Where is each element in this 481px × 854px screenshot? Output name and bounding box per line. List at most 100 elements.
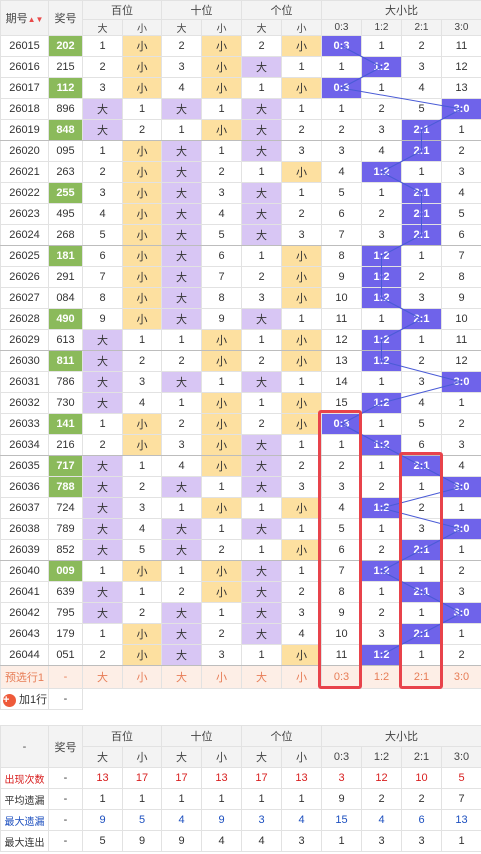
stats-value: 5: [82, 830, 123, 852]
stats-sub-header: 大: [161, 746, 202, 768]
digit-cell: 小: [122, 182, 162, 204]
ratio-miss: 1: [401, 161, 442, 183]
preselect-option[interactable]: 小: [281, 665, 322, 689]
digit-cell: 1: [82, 560, 123, 582]
preselect-option[interactable]: 大: [82, 665, 123, 689]
units-header: 个位: [241, 0, 322, 20]
stats-value: 9: [161, 830, 202, 852]
period-cell: 26038: [0, 518, 49, 540]
digit-cell: 大: [241, 224, 282, 246]
digit-cell: 大: [82, 581, 123, 603]
stats-row: 出现次数 -13 17 17 13 17 13 3 12 10 5: [0, 767, 481, 789]
digit-cell: 1: [161, 329, 202, 351]
digit-cell: 小: [281, 539, 322, 561]
digit-cell: 1: [241, 161, 282, 183]
digit-cell: 大: [241, 434, 282, 456]
digit-cell: 小: [201, 119, 242, 141]
preselect-option[interactable]: 1:2: [361, 665, 402, 689]
preselect-option[interactable]: 大: [161, 665, 202, 689]
ratio-miss: 2: [401, 35, 442, 57]
stats-value: 1: [82, 788, 123, 810]
digit-cell: 2: [122, 602, 162, 624]
period-cell: 26041: [0, 581, 49, 603]
ratio-hit: 2:1: [401, 308, 442, 330]
digit-cell: 2: [82, 56, 123, 78]
preselect-option[interactable]: 大: [241, 665, 282, 689]
table-row: 26037 724 大 3 1 小 1 小 4 1:2 2 1: [0, 497, 481, 519]
digit-cell: 大: [241, 308, 282, 330]
ratio-miss: 10: [321, 623, 362, 645]
preselect-row[interactable]: 预选行1- 大小大小大小 0:3 1:2 2:1 3:0: [0, 665, 481, 689]
stats-value: 9: [122, 830, 162, 852]
hundreds-header: 百位: [82, 0, 162, 20]
add-row-button[interactable]: + 加1行: [0, 688, 49, 710]
stats-value: 12: [361, 767, 402, 789]
ratio-hit: 2:1: [401, 140, 442, 162]
ratio-miss: 1: [401, 644, 442, 666]
period-cell: 26044: [0, 644, 49, 666]
award-number: 789: [48, 518, 83, 540]
digit-cell: 小: [281, 35, 322, 57]
digit-cell: 大: [241, 56, 282, 78]
award-number: 263: [48, 161, 83, 183]
stats-value: 3: [401, 830, 442, 852]
digit-cell: 2: [201, 161, 242, 183]
period-cell: 26024: [0, 224, 49, 246]
period-cell: 26025: [0, 245, 49, 267]
ratio-miss: 2: [361, 539, 402, 561]
ratio-miss: 3: [401, 287, 442, 309]
digit-cell: 大: [161, 539, 202, 561]
table-row: 26029 613 大 1 1 小 1 小 12 1:2 1 11: [0, 329, 481, 351]
period-cell: 26033: [0, 413, 49, 435]
stats-sub-header: 小: [122, 746, 162, 768]
sort-icon[interactable]: ▲▼: [27, 15, 44, 24]
ratio-miss: 2: [401, 350, 442, 372]
digit-cell: 3: [161, 434, 202, 456]
table-row: 26018 896 大 1 大 1 大 1 1 2 5 3:0: [0, 98, 481, 120]
stats-value: 17: [241, 767, 282, 789]
ratio-miss: 10: [441, 308, 481, 330]
digit-cell: 2: [241, 35, 282, 57]
sub-header: 小: [122, 19, 162, 36]
award-number: 255: [48, 182, 83, 204]
ratio-hit: 2:1: [401, 119, 442, 141]
digit-cell: 1: [82, 623, 123, 645]
digit-cell: 3: [82, 182, 123, 204]
table-row: 26027 084 8 小大 8 3 小 10 1:2 3 9: [0, 287, 481, 309]
ratio-miss: 2: [361, 602, 402, 624]
ratio-miss: 11: [441, 35, 481, 57]
digit-cell: 小: [201, 77, 242, 99]
period-header[interactable]: 期号▲▼: [0, 0, 49, 36]
digit-cell: 6: [201, 245, 242, 267]
period-cell: 26022: [0, 182, 49, 204]
digit-cell: 8: [201, 287, 242, 309]
digit-cell: 2: [161, 35, 202, 57]
preselect-option[interactable]: 小: [201, 665, 242, 689]
preselect-option[interactable]: 0:3: [321, 665, 362, 689]
digit-cell: 3: [201, 182, 242, 204]
digit-cell: 1: [161, 392, 202, 414]
digit-cell: 1: [161, 119, 202, 141]
digit-cell: 1: [201, 98, 242, 120]
digit-cell: 大: [161, 161, 202, 183]
digit-cell: 小: [281, 350, 322, 372]
digit-cell: 大: [241, 182, 282, 204]
digit-cell: 4: [161, 455, 202, 477]
table-row: 26032 730 大 4 1 小 1 小 15 1:2 4 1: [0, 392, 481, 414]
preselect-option[interactable]: 3:0: [441, 665, 481, 689]
ratio-miss: 13: [321, 350, 362, 372]
digit-cell: 小: [201, 35, 242, 57]
preselect-option[interactable]: 2:1: [401, 665, 442, 689]
period-cell: 26035: [0, 455, 49, 477]
ratio-miss: 11: [441, 329, 481, 351]
digit-cell: 小: [281, 392, 322, 414]
table-row: 26042 795 大 2 大 1 大 3 9 2 1 3:0: [0, 602, 481, 624]
digit-cell: 大: [241, 203, 282, 225]
ratio-hit: 1:2: [361, 392, 402, 414]
ratio-miss: 4: [321, 161, 362, 183]
table-row: 26016 215 2 小 3 小大 1 1 1:2 3 12: [0, 56, 481, 78]
preselect-option[interactable]: 小: [122, 665, 162, 689]
award-number: 730: [48, 392, 83, 414]
stats-value: 1: [281, 788, 322, 810]
stats-row: 最大连出 -5 9 9 4 4 3 1 3 3 1: [0, 830, 481, 852]
